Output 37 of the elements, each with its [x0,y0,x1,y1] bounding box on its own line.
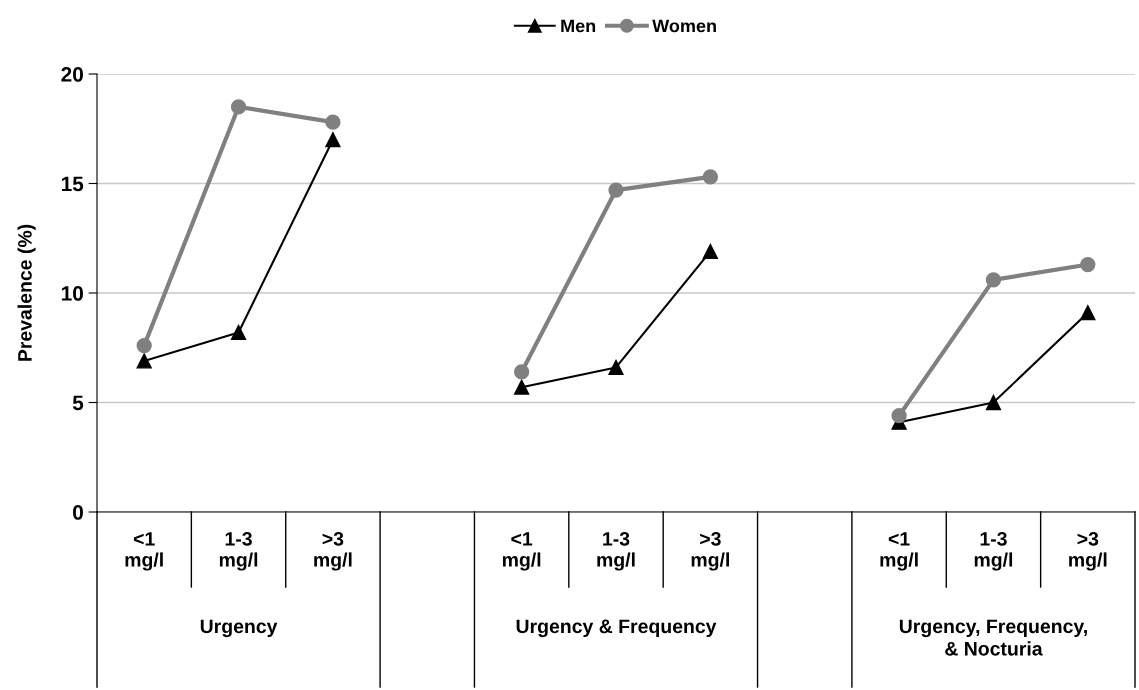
point [985,394,1002,411]
legend-label: Women [652,19,716,33]
point [1080,305,1096,321]
x-tick-label: >3 mg/l [691,531,729,571]
legend-label: Men [561,19,596,33]
y-axis-title: Prevalence (%) [17,224,36,361]
point [230,99,247,115]
point [608,182,624,198]
y-tick-label: 10 [61,286,83,301]
x-tick-label: 1-3 mg/l [974,531,1013,571]
x-tick-label: <1 mg/l [502,532,541,571]
point [702,243,719,260]
x-tick-label: <1 mg/l [125,532,163,571]
point [230,324,247,341]
x-tick-label: 1-3 mg/l [597,531,635,571]
point [702,169,719,185]
point [985,272,1002,288]
point [325,114,341,130]
point [136,337,152,354]
point [1080,256,1096,273]
x-tick-label: <1 mg/l [880,532,918,571]
point [325,132,341,148]
x-tick-label: >3 mg/l [1069,531,1107,571]
y-tick-label: 15 [61,176,84,192]
text: Urgency, Frequency, & Nocturia [899,619,1087,656]
point [513,379,530,395]
y-tick-label: 5 [72,395,84,411]
point [891,408,907,424]
point [608,359,624,376]
x-tick-label: >3 mg/l [314,531,352,571]
text: Urgency & Frequency [516,619,717,638]
x-tick-label: 1-3 mg/l [219,531,258,571]
y-tick-label: 0 [73,505,83,520]
y-tick-label: 20 [61,67,83,82]
point [513,364,530,380]
text: Urgency [200,619,278,638]
point [136,353,152,369]
